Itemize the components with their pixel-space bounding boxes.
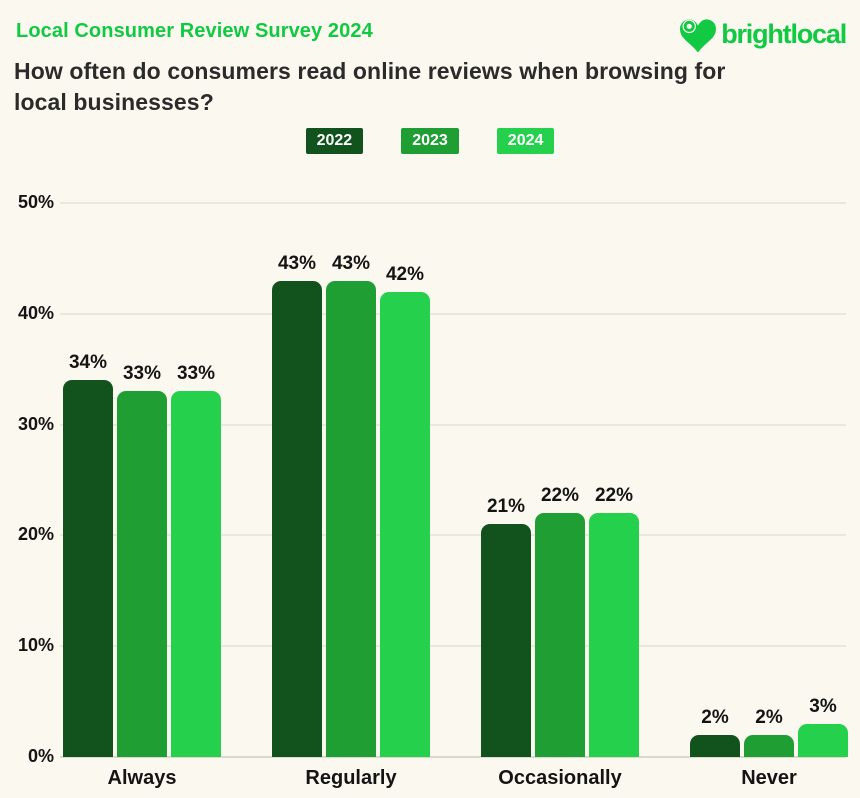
- bar-occasionally-2024: [589, 513, 639, 757]
- bar-always-2023: [117, 391, 167, 757]
- legend-item-2024: 2024: [496, 128, 555, 154]
- bar-always-2022: [63, 380, 113, 757]
- bar-occasionally-2022: [481, 524, 531, 757]
- y-axis-tick-0: 0%: [27, 746, 54, 766]
- bar-chart: 50% 40% 30% 20% 10% 0% 34% 33% 33% Always 43% 43% 42…: [0, 192, 860, 797]
- bar-never-2024: [798, 723, 848, 757]
- y-axis-tick-50: 50%: [17, 192, 54, 212]
- y-axis-tick-10: 10%: [17, 635, 54, 656]
- bar-never-2023: [744, 734, 794, 757]
- gridline-30: [60, 423, 846, 426]
- bar-value-occasionally-2022: 21%: [486, 496, 526, 518]
- x-axis-label-always: Always: [107, 767, 177, 789]
- page-title-line1: How often do consumers read online revie…: [14, 58, 726, 84]
- gridline-10: [60, 645, 846, 648]
- brand-name: brightlocal: [721, 18, 847, 49]
- page-title-line2: local businesses?: [14, 89, 214, 115]
- bar-value-regularly-2023: 43%: [331, 252, 371, 274]
- bar-regularly-2022: [272, 280, 322, 757]
- y-axis-tick-40: 40%: [17, 302, 54, 323]
- bar-occasionally-2023: [535, 513, 585, 757]
- heart-pin-icon: [680, 19, 717, 52]
- bar-value-never-2022: 2%: [701, 706, 729, 728]
- legend-item-2022: 2022: [305, 128, 364, 154]
- bar-value-always-2022: 34%: [68, 352, 108, 374]
- bar-value-occasionally-2024: 22%: [594, 485, 634, 507]
- bar-always-2024: [171, 391, 221, 757]
- bar-value-always-2024: 33%: [176, 363, 216, 385]
- bar-regularly-2023: [326, 280, 376, 757]
- legend-item-2023: 2023: [401, 128, 459, 154]
- bar-value-never-2023: 2%: [755, 706, 783, 728]
- bar-value-regularly-2022: 43%: [277, 252, 317, 274]
- survey-eyebrow: Local Consumer Review Survey 2024: [16, 20, 373, 42]
- bar-regularly-2024: [380, 291, 430, 757]
- gridline-50: [60, 202, 846, 204]
- brand-logo: brightlocal: [680, 16, 847, 52]
- bar-value-occasionally-2023: 22%: [540, 485, 580, 507]
- gridline-0: [60, 756, 846, 758]
- bar-value-regularly-2024: 42%: [385, 263, 425, 285]
- x-axis-label-never: Never: [741, 767, 797, 789]
- bar-value-never-2024: 3%: [809, 695, 837, 717]
- x-axis-label-occasionally: Occasionally: [498, 767, 622, 789]
- x-axis-label-regularly: Regularly: [305, 767, 397, 789]
- bar-never-2022: [690, 734, 740, 757]
- gridline-40: [60, 312, 846, 315]
- page-title: How often do consumers read online revie…: [14, 56, 725, 118]
- y-axis-tick-30: 30%: [17, 413, 54, 434]
- y-axis-tick-20: 20%: [17, 524, 54, 545]
- legend: 2022 2023 2024: [0, 128, 860, 154]
- bar-value-always-2023: 33%: [122, 363, 162, 385]
- gridline-20: [60, 534, 846, 537]
